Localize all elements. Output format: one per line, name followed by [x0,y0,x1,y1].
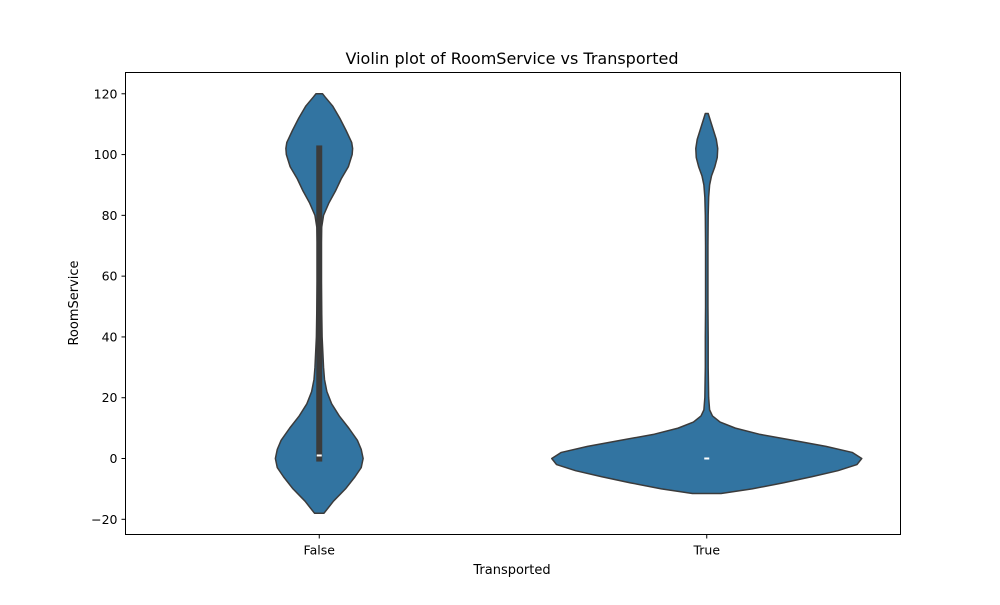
y-tick-label: −20 [91,512,117,527]
y-tick-label: 0 [110,451,118,466]
x-axis: False True [304,534,720,558]
iqr-box-false [316,145,323,462]
plot-frame [125,72,901,535]
y-axis: −20 0 20 40 60 80 100 120 [91,86,126,527]
y-axis-label: RoomService [67,260,82,345]
violin-layer [274,93,863,514]
y-tick-label: 120 [94,86,118,101]
chart-title: Violin plot of RoomService vs Transporte… [346,49,679,68]
x-tick-label: False [304,543,336,558]
y-tick-label: 60 [102,269,118,284]
x-axis-label: Transported [472,563,550,578]
y-tick-label: 80 [102,208,118,223]
y-tick-label: 100 [94,147,118,162]
y-tick-label: 40 [102,329,118,344]
x-tick-label: True [692,543,720,558]
y-tick-label: 20 [102,390,118,405]
violin-true [551,112,863,495]
